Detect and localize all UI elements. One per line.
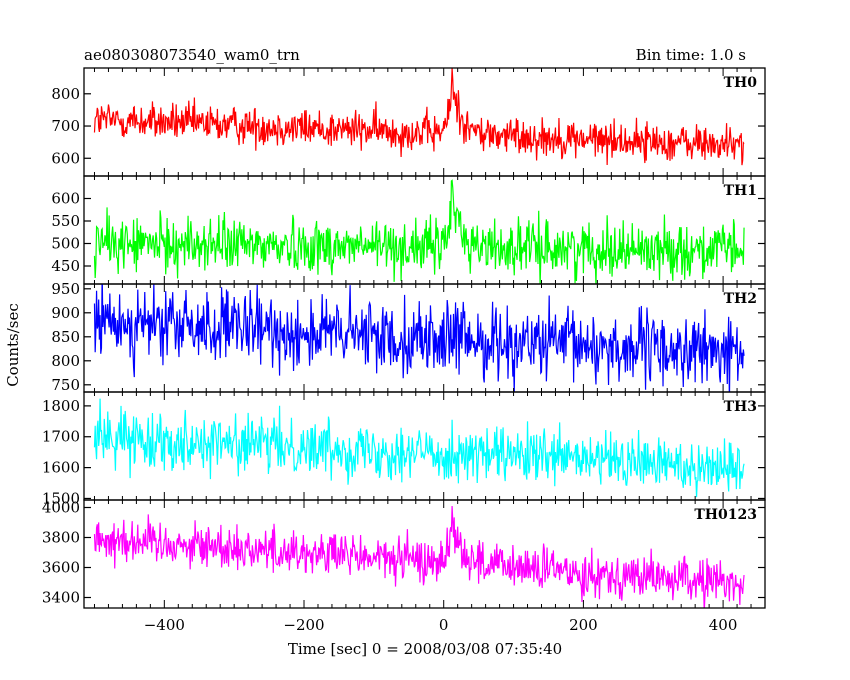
y-tick-label: 600 xyxy=(51,149,80,167)
x-tick-label: −400 xyxy=(144,616,185,634)
y-tick-label: 1700 xyxy=(42,428,80,446)
panel-th0123: 3400 3600 3800 4000 TH0123 xyxy=(42,499,766,609)
y-tick-label: 900 xyxy=(51,304,80,322)
panel-th1: 450 500 550 600 TH1 xyxy=(51,175,766,285)
panel-label: TH2 xyxy=(724,291,757,307)
y-tick-label: 4000 xyxy=(42,499,80,517)
y-tick-label: 950 xyxy=(51,280,80,298)
y-tick-label: 600 xyxy=(51,190,80,208)
panel-label: TH1 xyxy=(724,183,757,199)
x-tick-label: 200 xyxy=(569,616,598,634)
y-tick-label: 450 xyxy=(51,257,80,275)
panel-label: TH0123 xyxy=(694,507,757,523)
x-tick-label: 0 xyxy=(439,616,449,634)
series-line-th1 xyxy=(93,179,745,284)
panel-th2: 750 800 850 900 950 TH2 xyxy=(51,280,766,394)
panel-label: TH0 xyxy=(724,75,758,91)
y-tick-label: 850 xyxy=(51,328,80,346)
y-tick-label: 3800 xyxy=(42,529,80,547)
y-tick-label: 800 xyxy=(51,352,80,370)
chart-title: ae080308073540_wam0_trn xyxy=(84,46,300,64)
series-line-th3 xyxy=(93,398,745,498)
x-tick-label: 400 xyxy=(709,616,738,634)
y-tick-label: 500 xyxy=(51,235,80,253)
series-line-th2 xyxy=(93,284,745,392)
bin-time-label: Bin time: 1.0 s xyxy=(636,46,746,64)
y-tick-label: 550 xyxy=(51,212,80,230)
y-tick-label: 800 xyxy=(51,85,80,103)
panel-th0: 600 700 800 TH0 xyxy=(51,67,766,177)
y-tick-label: 700 xyxy=(51,117,80,135)
y-tick-label: 3400 xyxy=(42,589,80,607)
panel-th3: 1500 1600 1700 1800 TH3 xyxy=(42,391,766,507)
series-line-th0 xyxy=(93,68,745,166)
x-tick-label: −200 xyxy=(283,616,324,634)
series-line-th0123 xyxy=(93,505,745,608)
y-tick-label: 1800 xyxy=(42,397,80,415)
y-axis-label: Counts/sec xyxy=(4,303,22,387)
y-tick-label: 750 xyxy=(51,376,80,394)
y-tick-label: 1600 xyxy=(42,459,80,477)
panel-frame xyxy=(83,391,766,501)
x-axis-label: Time [sec] 0 = 2008/03/08 07:35:40 xyxy=(288,640,562,658)
panel-label: TH3 xyxy=(724,399,757,415)
panels-group: 600 700 800 TH0 450 500 550 600 TH1 750 800 850 900 9… xyxy=(42,67,766,634)
panel-frame xyxy=(83,499,766,609)
y-tick-label: 1500 xyxy=(42,489,80,507)
y-tick-label: 3600 xyxy=(42,559,80,577)
